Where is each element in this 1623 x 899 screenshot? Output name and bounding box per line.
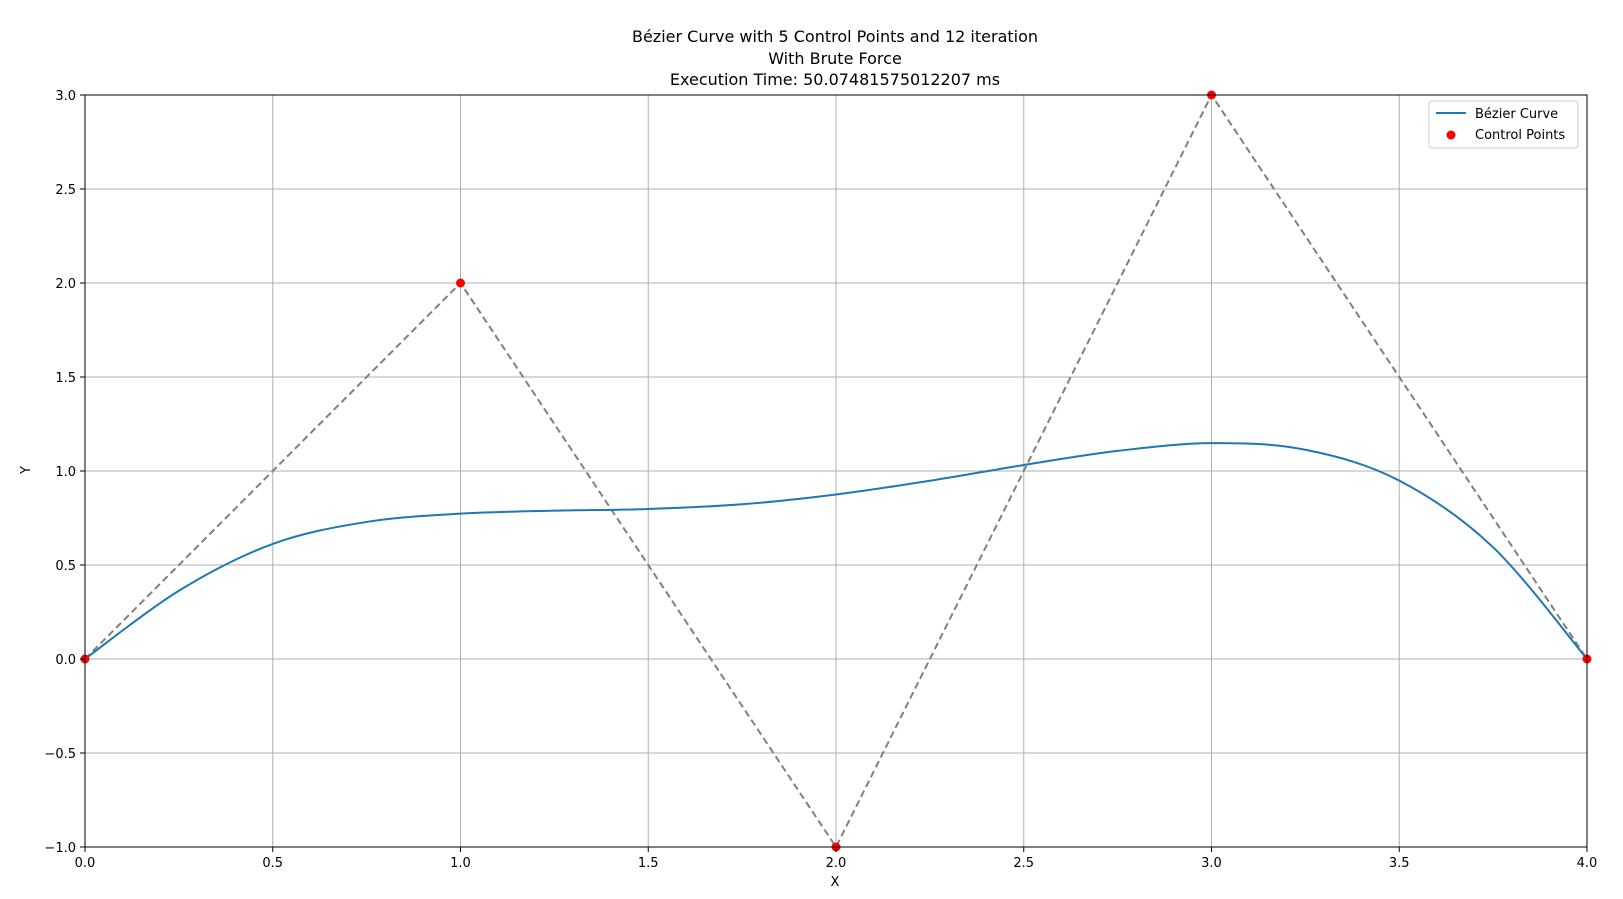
x-tick-label: 0.0 xyxy=(75,856,96,871)
title-line-1: Bézier Curve with 5 Control Points and 1… xyxy=(632,27,1038,46)
y-ticks: −1.0 −0.5 0.0 0.5 1.0 1.5 2.0 2.5 3.0 xyxy=(44,89,85,856)
x-tick-label: 4.0 xyxy=(1577,856,1598,871)
y-tick-label: 1.5 xyxy=(55,371,76,386)
x-tick-label: 1.0 xyxy=(450,856,471,871)
y-tick-label: 0.0 xyxy=(55,653,76,668)
x-tick-label: 3.0 xyxy=(1201,856,1222,871)
control-polygon xyxy=(84,93,1588,849)
title-line-2: With Brute Force xyxy=(768,49,902,68)
y-tick-label: 2.5 xyxy=(55,183,76,198)
legend: Bézier Curve Control Points xyxy=(1428,100,1579,149)
y-axis-label: Y xyxy=(19,466,34,475)
x-tick-label: 2.5 xyxy=(1013,856,1034,871)
y-tick-label: −1.0 xyxy=(44,841,76,856)
y-tick-label: 1.0 xyxy=(55,465,76,480)
x-tick-label: 3.5 xyxy=(1389,856,1410,871)
bezier-curve-layer xyxy=(84,442,1588,660)
legend-box xyxy=(1428,100,1579,149)
x-axis-label: X xyxy=(831,875,840,890)
legend-label-points: Control Points xyxy=(1475,128,1565,143)
y-tick-label: −0.5 xyxy=(44,747,76,762)
x-tick-label: 1.5 xyxy=(638,856,659,871)
y-tick-label: 2.0 xyxy=(55,277,76,292)
x-tick-label: 2.0 xyxy=(826,856,847,871)
legend-label-curve: Bézier Curve xyxy=(1475,107,1558,122)
control-polygon-line xyxy=(84,93,1588,849)
legend-point-swatch xyxy=(1446,130,1456,140)
bezier-curve-line xyxy=(84,442,1588,660)
x-tick-label: 0.5 xyxy=(262,856,283,871)
chart-title: Bézier Curve with 5 Control Points and 1… xyxy=(632,27,1038,89)
control-point xyxy=(456,278,465,288)
y-tick-label: 0.5 xyxy=(55,559,76,574)
title-line-3: Execution Time: 50.07481575012207 ms xyxy=(670,70,1000,89)
y-tick-label: 3.0 xyxy=(55,89,76,104)
x-ticks: 0.0 0.5 1.0 1.5 2.0 2.5 3.0 3.5 4.0 xyxy=(75,847,1598,871)
